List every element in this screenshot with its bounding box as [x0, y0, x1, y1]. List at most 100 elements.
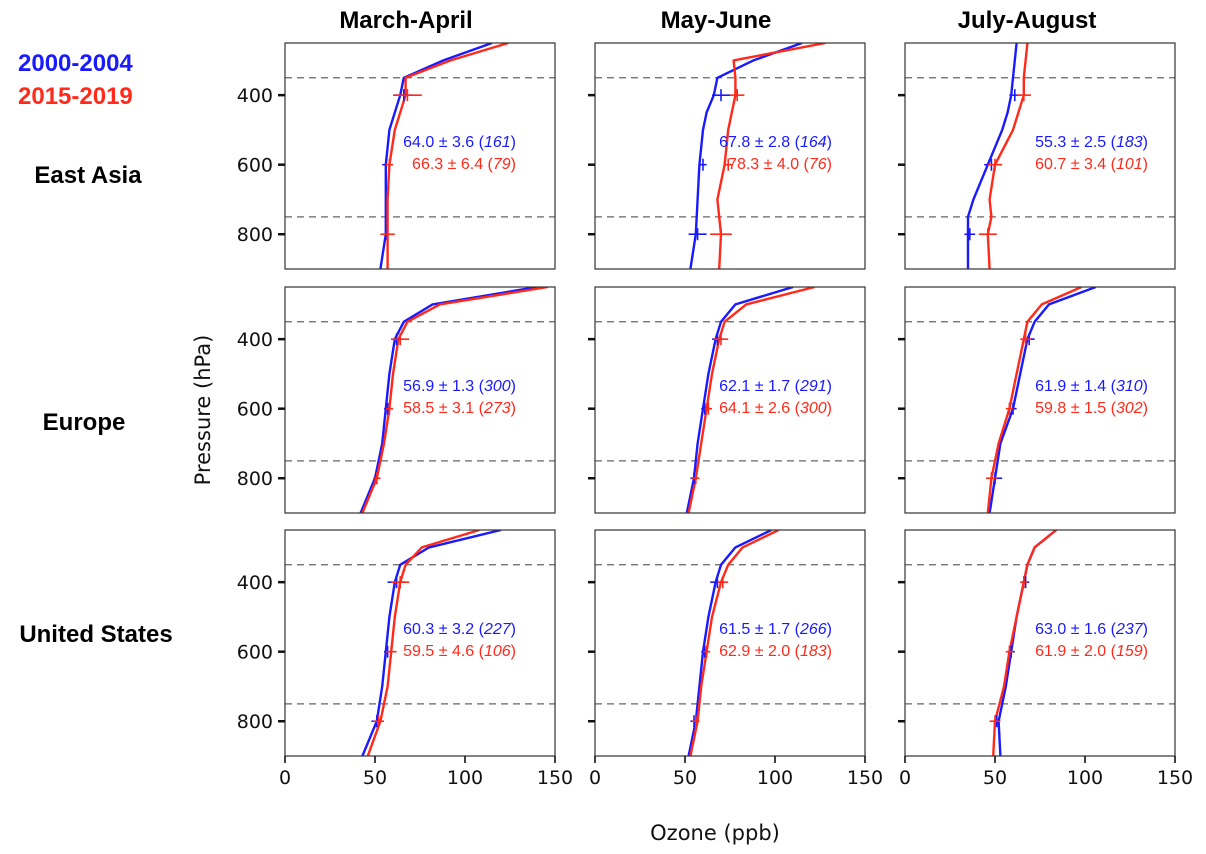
annotation-2000-2004: 55.3 ± 2.5 (183) [1035, 134, 1148, 151]
y-tick-label: 600 [237, 399, 273, 421]
x-tick-label: 50 [673, 767, 697, 789]
x-tick-label: 0 [899, 767, 911, 789]
error-bar-2015-2019-400 [391, 576, 410, 589]
error-bar-2015-2019-400 [393, 89, 422, 102]
annotation-2015-2019: 60.7 ± 3.4 (101) [1035, 156, 1148, 173]
error-bar-2015-2019-800 [373, 715, 384, 728]
series-line-2000-2004 [685, 287, 794, 513]
error-bar-2015-2019-600 [385, 158, 393, 171]
error-bar-2015-2019-600 [385, 645, 397, 658]
error-bar-2015-2019-600 [1005, 645, 1013, 658]
y-tick-label: 800 [237, 224, 273, 246]
panel-grid: 400 600 800 64.0 ± 3.6 (161) 66.3 ± 6.4 (79)… [237, 42, 1193, 789]
column-title-july-august: July-August [958, 7, 1097, 34]
error-bar-2000-2004-800 [964, 228, 976, 241]
series-line-2015-2019 [986, 43, 1029, 269]
panel-europe-july-august: 61.9 ± 1.4 (310) 59.8 ± 1.5 (302) [898, 286, 1176, 514]
error-bar-2000-2004-600 [699, 158, 707, 171]
annotation-2015-2019: 59.8 ± 1.5 (302) [1035, 400, 1148, 417]
error-bar-2015-2019-400 [1016, 89, 1031, 102]
series-line-2000-2004 [361, 530, 502, 756]
error-bar-2015-2019-400 [1020, 333, 1031, 346]
y-tick-label: 600 [237, 642, 273, 664]
error-bar-2015-2019-800 [986, 472, 997, 485]
panel-frame [284, 42, 556, 270]
y-tick-label: 400 [237, 572, 273, 594]
annotation-2000-2004: 61.5 ± 1.7 (266) [719, 621, 832, 638]
error-bar-2015-2019-400 [1020, 576, 1028, 589]
panel-east-asia-march-april: 400 600 800 64.0 ± 3.6 (161) 66.3 ± 6.4 (79) [237, 42, 556, 270]
y-tick-label: 400 [237, 329, 273, 351]
x-tick-label: 150 [537, 767, 573, 789]
column-title-march-april: March-April [339, 7, 472, 34]
annotation-2000-2004: 67.8 ± 2.8 (164) [719, 134, 832, 151]
panel-frame [904, 42, 1176, 270]
error-bar-2015-2019-400 [713, 333, 729, 346]
row-title-united-states: United States [19, 621, 172, 648]
error-bar-2015-2019-800 [710, 228, 732, 241]
x-tick-label: 50 [983, 767, 1007, 789]
error-bar-2015-2019-800 [380, 228, 395, 241]
panel-frame [284, 286, 556, 514]
series-line-2000-2004 [988, 287, 1097, 513]
error-bar-2015-2019-800 [692, 472, 700, 485]
series-line-2015-2019 [716, 43, 826, 269]
annotation-2000-2004: 64.0 ± 3.6 (161) [403, 134, 516, 151]
series-line-2000-2004 [359, 287, 538, 513]
annotation-2015-2019: 61.9 ± 2.0 (159) [1035, 643, 1148, 660]
series-line-2015-2019 [689, 530, 780, 756]
error-bar-2015-2019-600 [1005, 402, 1013, 415]
error-bar-2000-2004-400 [712, 89, 730, 102]
y-tick-label: 600 [237, 155, 273, 177]
annotation-2015-2019: 64.1 ± 2.6 (300) [719, 400, 832, 417]
error-bar-2015-2019-800 [692, 715, 700, 728]
error-bar-2015-2019-600 [704, 402, 712, 415]
x-tick-label: 100 [447, 767, 483, 789]
error-bar-2015-2019-400 [717, 576, 729, 589]
series-line-2000-2004 [687, 530, 772, 756]
x-tick-label: 0 [279, 767, 291, 789]
error-bar-2015-2019-600 [724, 158, 732, 171]
x-tick-label: 50 [363, 767, 387, 789]
y-tick-label: 800 [237, 711, 273, 733]
panel-europe-may-june: 62.1 ± 1.7 (291) 64.1 ± 2.6 (300) [588, 286, 866, 514]
annotation-2015-2019: 59.5 ± 4.6 (106) [403, 643, 516, 660]
series-line-2015-2019 [361, 287, 548, 513]
x-tick-label: 100 [757, 767, 793, 789]
error-bar-2000-2004-800 [688, 228, 707, 241]
panel-frame [594, 529, 866, 757]
panel-frame [904, 529, 1176, 757]
annotation-2000-2004: 56.9 ± 1.3 (300) [403, 378, 516, 395]
panel-united-states-july-august: 0 50 100 150 63.0 ± 1.6 (237) 61.9 ± 2.0 (159… [898, 529, 1193, 789]
annotation-2015-2019: 66.3 ± 6.4 (79) [412, 156, 516, 173]
legend-entry-2015-2019: 2015-2019 [18, 83, 133, 110]
series-line-2015-2019 [687, 287, 815, 513]
series-line-2015-2019 [992, 530, 1057, 756]
error-bar-2015-2019-800 [373, 472, 381, 485]
series-line-2015-2019 [986, 287, 1082, 513]
legend-entry-2000-2004: 2000-2004 [18, 50, 133, 77]
error-bar-2015-2019-600 [703, 645, 711, 658]
panel-frame [594, 286, 866, 514]
row-title-east-asia: East Asia [34, 162, 142, 189]
panel-frame [284, 529, 556, 757]
annotation-2015-2019: 78.3 ± 4.0 (76) [728, 156, 832, 173]
y-tick-label: 800 [237, 468, 273, 490]
x-tick-label: 0 [589, 767, 601, 789]
annotation-2015-2019: 58.5 ± 3.1 (273) [403, 400, 516, 417]
error-bar-2015-2019-800 [989, 715, 1001, 728]
annotation-2015-2019: 62.9 ± 2.0 (183) [719, 643, 832, 660]
y-axis-label: Pressure (hPa) [191, 335, 215, 486]
error-bar-2015-2019-600 [385, 402, 393, 415]
annotation-2000-2004: 63.0 ± 1.6 (237) [1035, 621, 1148, 638]
panel-east-asia-may-june: 67.8 ± 2.8 (164) 78.3 ± 4.0 (76) [588, 42, 866, 270]
panel-frame [594, 42, 866, 270]
y-tick-label: 400 [237, 85, 273, 107]
series-line-2015-2019 [366, 530, 480, 756]
series-line-2000-2004 [966, 43, 1018, 269]
x-tick-label: 150 [1157, 767, 1193, 789]
error-bar-2015-2019-400 [730, 89, 745, 102]
annotation-2000-2004: 60.3 ± 3.2 (227) [403, 621, 516, 638]
